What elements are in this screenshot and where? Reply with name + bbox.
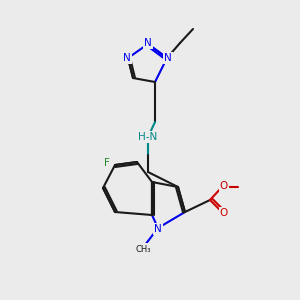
Text: O: O (220, 208, 228, 218)
Text: H-N: H-N (138, 132, 158, 142)
Text: N: N (144, 38, 152, 48)
Text: N: N (123, 53, 131, 63)
Text: N: N (164, 53, 172, 63)
Text: F: F (104, 158, 110, 168)
Text: O: O (220, 181, 228, 191)
Text: N: N (154, 224, 162, 234)
Text: CH₃: CH₃ (135, 244, 151, 253)
